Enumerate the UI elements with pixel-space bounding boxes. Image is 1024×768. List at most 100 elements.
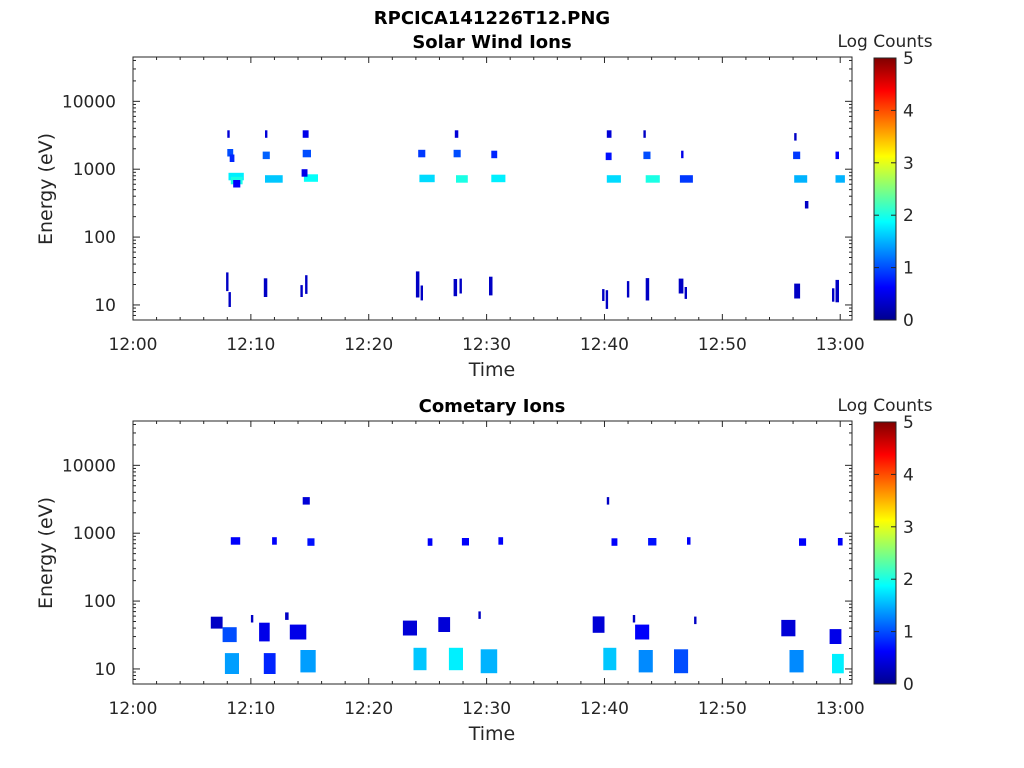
heatmap-cell [263,653,276,674]
heatmap-cell [250,615,254,623]
heatmap-cell [478,611,481,619]
heatmap-cell [678,278,684,294]
x-tick-label: 12:20 [344,699,393,719]
panel-title-cometary: Cometary Ions [419,396,566,417]
heatmap-cell [635,624,650,640]
cometary-y-axis-label: Energy (eV) [35,497,57,609]
colorbar-tick-label: 5 [903,413,914,433]
colorbar-tick-label: 4 [903,101,914,121]
heatmap-cell [272,537,277,545]
heatmap-cell [224,653,239,674]
heatmap-cell [781,619,796,637]
heatmap-cell [837,538,843,546]
heatmap-cell [645,175,660,183]
x-tick-label: 12:40 [580,335,629,355]
heatmap-cell [307,538,315,546]
y-tick-label: 1000 [73,524,116,544]
y-tick-label: 10 [94,660,116,680]
heatmap-cell [679,175,693,183]
heatmap-cell [453,149,461,158]
cometary-heatmap-cells [210,497,844,674]
x-tick-label: 12:30 [462,335,511,355]
heatmap-cell [305,275,308,294]
heatmap-cell [835,175,845,183]
colorbar-tick-label: 0 [903,675,914,695]
y-tick-label: 10000 [62,92,116,112]
heatmap-cell [456,175,468,183]
cometary-x-axis-label: Time [468,723,516,745]
panel-title-solar-wind: Solar Wind Ions [412,32,571,53]
heatmap-cell [603,647,617,671]
y-tick-label: 1000 [73,160,116,180]
heatmap-cell [300,285,303,297]
y-tick-label: 100 [84,592,116,612]
heatmap-cell [794,283,801,299]
solar-wind-plot-frame [132,56,853,321]
heatmap-cell [263,278,268,297]
heatmap-cell [489,276,493,296]
heatmap-cell [632,615,636,623]
heatmap-cell [301,169,308,177]
heatmap-cell [285,612,289,620]
solar-wind-y-ticks: 10 100 1000 10000 [62,59,852,321]
heatmap-cell [648,538,657,546]
heatmap-cell [427,538,433,546]
heatmap-cell [415,271,420,298]
colorbar-tick-label: 1 [903,623,914,643]
cometary-colorbar: Log Counts 0 1 2 3 4 5 [837,396,932,695]
solar-wind-x-ticks: 12:00 12:10 12:20 12:30 12:40 12:50 13:00 [109,57,865,355]
heatmap-cell [454,130,459,138]
colorbar-tick-label: 4 [903,465,914,485]
solar-wind-colorbar-label: Log Counts [837,32,932,52]
colorbar-tick-label: 1 [903,259,914,279]
heatmap-cell [300,650,316,673]
heatmap-cell [226,272,229,292]
heatmap-cell [638,650,653,673]
heatmap-cell [645,278,650,301]
colorbar-tick-label: 2 [903,570,914,590]
heatmap-cell [448,647,463,671]
cometary-plot-frame [132,420,853,685]
heatmap-cell [684,287,687,299]
y-tick-label: 10000 [62,456,116,476]
colorbar-tick-label: 3 [903,518,914,538]
heatmap-cell [835,151,839,160]
heatmap-cell [606,497,610,505]
cometary-colorbar-gradient [874,422,896,684]
heatmap-cell [611,538,618,546]
heatmap-cell [491,150,498,159]
heatmap-cell [227,130,230,138]
x-tick-label: 12:50 [698,335,747,355]
heatmap-cell [302,130,309,138]
heatmap-cell [794,133,797,141]
heatmap-cell [694,616,697,625]
heatmap-cell [794,175,808,183]
heatmap-cell [498,537,504,545]
x-tick-label: 12:30 [462,699,511,719]
heatmap-cell [227,149,234,157]
solar-wind-colorbar: Log Counts 0 1 2 3 4 5 [837,32,932,331]
x-tick-label: 13:00 [816,335,865,355]
heatmap-cell [413,647,427,671]
solar-wind-colorbar-gradient [874,58,896,320]
figure-title: RPCICA141226T12.PNG [374,8,610,29]
heatmap-cell [289,624,307,640]
heatmap-cell [480,649,498,674]
heatmap-cell [491,174,506,183]
solar-wind-heatmap-cells [226,130,845,309]
heatmap-cell [804,201,809,209]
panel-cometary: Cometary Ions 12:00 12:10 12:20 12:30 12:40 1… [35,396,933,745]
x-tick-label: 12:10 [226,699,275,719]
heatmap-cell [602,289,605,301]
x-tick-label: 12:00 [109,335,158,355]
heatmap-cell [402,620,417,636]
heatmap-cell [832,653,844,674]
x-tick-label: 12:20 [344,335,393,355]
heatmap-cell [438,617,451,632]
heatmap-cell [674,649,689,674]
heatmap-cell [793,151,801,160]
cometary-y-ticks: 10 100 1000 10000 [62,423,852,685]
heatmap-cell [789,650,804,673]
heatmap-cell [259,622,270,642]
heatmap-cell [829,629,842,644]
